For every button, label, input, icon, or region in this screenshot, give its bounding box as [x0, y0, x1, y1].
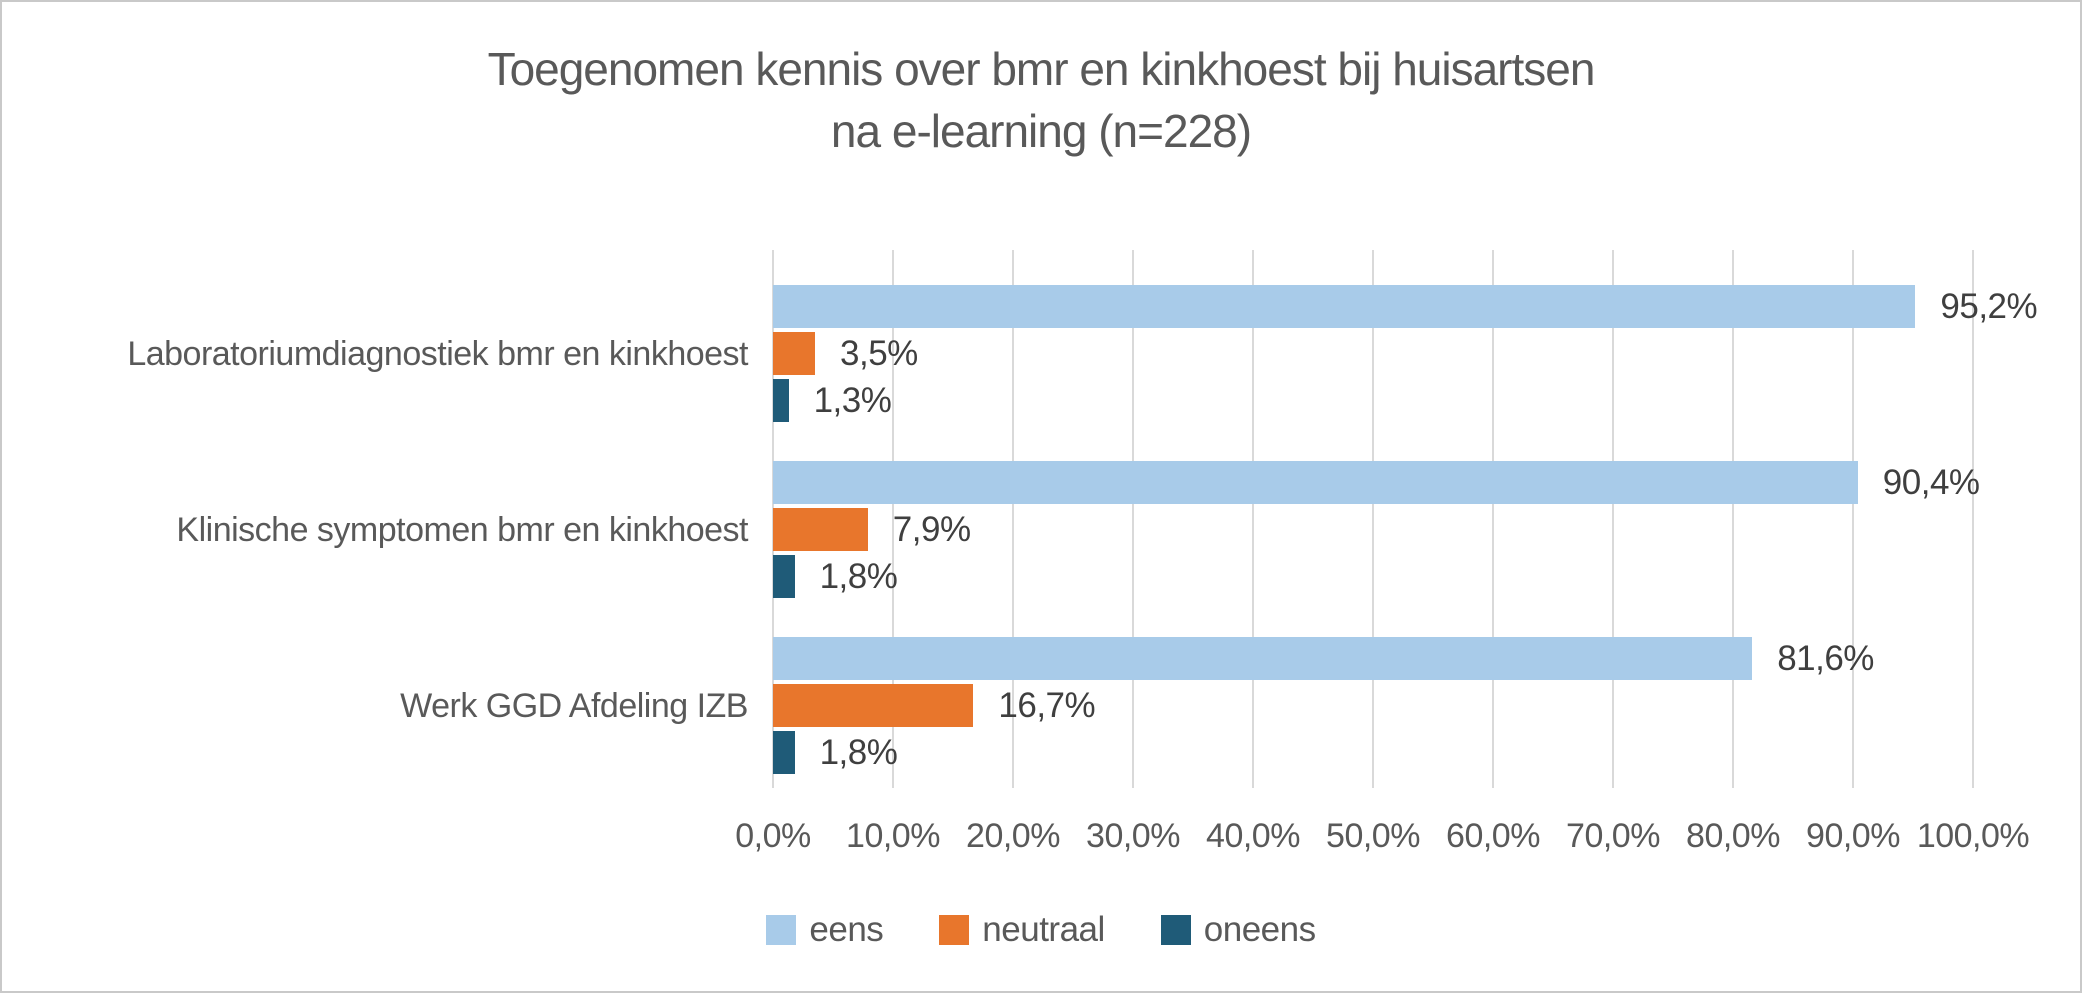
x-tick-label: 10,0%	[846, 817, 940, 855]
gridline	[1972, 250, 1974, 788]
bar-oneens	[773, 379, 789, 422]
legend-item-oneens: oneens	[1160, 910, 1316, 950]
gridline	[1132, 250, 1134, 788]
x-tick-label: 0,0%	[735, 817, 811, 855]
bar-oneens	[773, 731, 795, 774]
gridline	[1012, 250, 1014, 788]
category-label: Laboratoriumdiagnostiek bmr en kinkhoest	[127, 334, 748, 373]
legend-label: oneens	[1203, 910, 1316, 949]
x-tick-label: 90,0%	[1806, 817, 1900, 855]
bar-eens	[773, 461, 1858, 504]
bar-value-label: 1,8%	[819, 557, 898, 596]
bar-neutraal	[773, 684, 974, 727]
bar-oneens	[773, 555, 795, 598]
category-label: Klinische symptomen bmr en kinkhoest	[176, 510, 748, 549]
x-tick-label: 40,0%	[1206, 817, 1300, 855]
x-tick-label: 100,0%	[1916, 817, 2030, 855]
chart-title-line1: Toegenomen kennis over bmr en kinkhoest …	[487, 43, 1596, 95]
gridline	[1252, 250, 1254, 788]
legend-swatch-icon	[766, 915, 797, 945]
x-tick-label: 80,0%	[1686, 817, 1780, 855]
bar-value-label: 90,4%	[1882, 463, 1980, 502]
gridline	[1732, 250, 1734, 788]
plot-area: 95,2% 3,5% 1,3% 90,4% 7,9% 1,8% 81,6% 16,7% 1,8%	[772, 250, 2038, 788]
x-tick-label: 30,0%	[1086, 817, 1180, 855]
x-tick-label: 70,0%	[1566, 817, 1660, 855]
gridline	[1852, 250, 1854, 788]
bar-value-label: 16,7%	[998, 686, 1096, 725]
bar-value-label: 7,9%	[892, 510, 971, 549]
legend-label: eens	[809, 910, 884, 949]
gridline	[892, 250, 894, 788]
bar-value-label: 95,2%	[1940, 287, 2038, 326]
bar-value-label: 1,3%	[813, 381, 892, 420]
chart-title-line2: na e-learning (n=228)	[830, 105, 1252, 157]
legend-item-eens: eens	[766, 910, 884, 950]
x-tick-label: 20,0%	[966, 817, 1060, 855]
chart-title: Toegenomen kennis over bmr en kinkhoest …	[2, 38, 2080, 162]
legend-swatch-icon	[1160, 915, 1191, 945]
bar-value-label: 81,6%	[1777, 639, 1874, 678]
bar-eens	[773, 285, 1916, 328]
bar-value-label: 3,5%	[840, 334, 918, 373]
gridline	[1612, 250, 1614, 788]
bar-neutraal	[773, 508, 868, 551]
legend: eens neutraal oneens	[2, 910, 2080, 950]
category-label: Werk GGD Afdeling IZB	[400, 686, 748, 725]
x-tick-label: 50,0%	[1326, 817, 1420, 855]
gridline	[1492, 250, 1494, 788]
gridline	[1372, 250, 1374, 788]
bar-value-label: 1,8%	[819, 733, 898, 772]
legend-swatch-icon	[939, 915, 970, 945]
bar-neutraal	[773, 332, 815, 375]
legend-item-neutraal: neutraal	[939, 910, 1105, 950]
x-tick-label: 60,0%	[1446, 817, 1540, 855]
bar-eens	[773, 637, 1753, 680]
legend-label: neutraal	[982, 910, 1105, 949]
